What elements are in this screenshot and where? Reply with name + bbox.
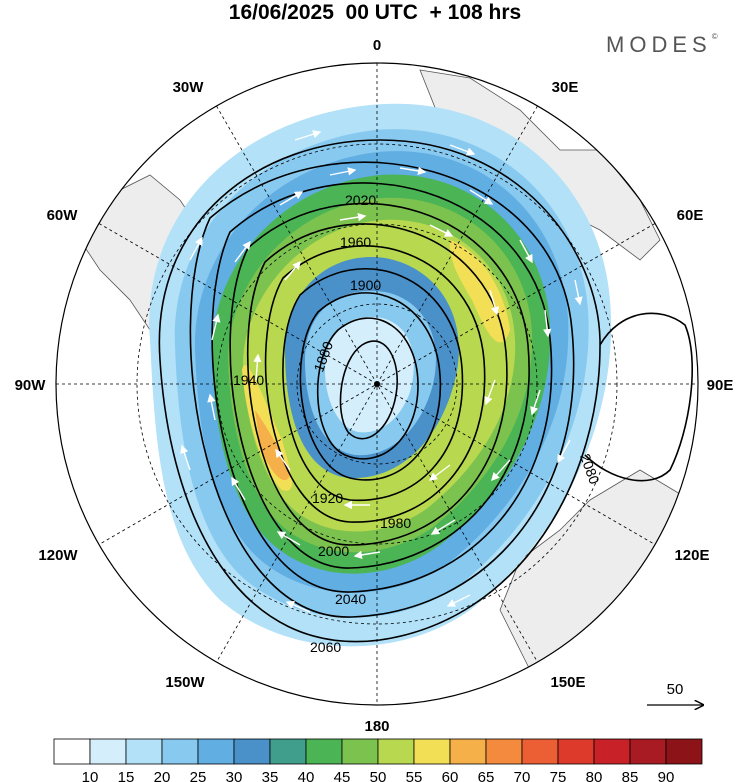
colorbar-tick-label: 20 bbox=[154, 769, 171, 782]
colorbar-swatch bbox=[305, 738, 343, 765]
colorbar-swatch bbox=[629, 738, 667, 765]
colorbar-swatch bbox=[125, 738, 163, 765]
colorbar-tick-label: 30 bbox=[226, 769, 243, 782]
contour-label-2040: 2040 bbox=[335, 591, 366, 607]
lon-label-150w: 150W bbox=[165, 674, 205, 691]
colorbar-tick-label: 90 bbox=[658, 769, 675, 782]
contour-label-1920: 1920 bbox=[312, 490, 343, 506]
lon-label-90e: 90E bbox=[707, 377, 734, 394]
colorbar-swatch bbox=[413, 738, 451, 765]
lon-label-90w: 90W bbox=[15, 377, 47, 394]
contour-label-1940: 1940 bbox=[233, 372, 264, 388]
colorbar-tick-label: 50 bbox=[370, 769, 387, 782]
brand-name: MODES bbox=[606, 32, 712, 57]
colorbar-tick-label: 40 bbox=[298, 769, 315, 782]
lon-label-0: 0 bbox=[373, 37, 381, 54]
lon-label-60w: 60W bbox=[47, 207, 79, 224]
contour-labels: 1880 1900 1920 1940 1960 1980 2000 2020 … bbox=[233, 192, 603, 655]
colorbar-tick-label: 15 bbox=[118, 769, 135, 782]
lon-label-120w: 120W bbox=[38, 547, 78, 564]
contour-label-1960: 1960 bbox=[340, 234, 371, 250]
map-area bbox=[56, 63, 698, 705]
lon-label-30w: 30W bbox=[173, 79, 205, 96]
colorbar-tick-label: 25 bbox=[190, 769, 207, 782]
map-title: 16/06/2025 00 UTC + 108 hrs bbox=[228, 1, 522, 24]
contour-label-2060: 2060 bbox=[310, 639, 341, 655]
colorbar-tick-label: 80 bbox=[586, 769, 603, 782]
colorbar-tick-label: 65 bbox=[478, 769, 495, 782]
colorbar-swatch bbox=[377, 738, 415, 765]
colorbar-swatch bbox=[557, 738, 595, 765]
colorbar-swatch bbox=[593, 738, 631, 765]
pole-marker bbox=[374, 381, 380, 387]
colorbar-swatch bbox=[665, 738, 703, 765]
colorbar-swatch bbox=[53, 738, 91, 765]
colorbar-swatch bbox=[269, 738, 307, 765]
longitude-labels: 0 30E 60E 90E 120E 150E 180 150W 120W 90… bbox=[15, 37, 734, 735]
contour-label-1900: 1900 bbox=[350, 277, 381, 293]
colorbar-tick-label: 75 bbox=[550, 769, 567, 782]
colorbar-swatch bbox=[341, 738, 379, 765]
colorbar-swatch bbox=[89, 738, 127, 765]
reference-vector-label: 50 bbox=[667, 681, 684, 698]
colorbar-tick-label: 70 bbox=[514, 769, 531, 782]
contour-label-1980: 1980 bbox=[380, 515, 411, 531]
reference-vector: 50 bbox=[647, 681, 703, 705]
colorbar-swatch bbox=[161, 738, 199, 765]
lon-label-180: 180 bbox=[364, 718, 389, 735]
lon-label-120e: 120E bbox=[674, 547, 709, 564]
contour-label-2020: 2020 bbox=[345, 192, 376, 208]
brand-logo: MODES© bbox=[606, 32, 718, 58]
colorbar-tick-label: 85 bbox=[622, 769, 639, 782]
colorbar-swatch bbox=[521, 738, 559, 765]
colorbar: 10 15 20 25 30 35 40 45 50 55 60 65 70 75 80 85 90 bbox=[53, 738, 703, 782]
map-boundary bbox=[55, 62, 699, 706]
height-contours bbox=[158, 139, 693, 643]
colorbar-tick-label: 10 bbox=[82, 769, 99, 782]
lon-label-30e: 30E bbox=[552, 79, 579, 96]
colorbar-tick-label: 35 bbox=[262, 769, 279, 782]
lon-label-60e: 60E bbox=[677, 207, 704, 224]
contour-label-2000: 2000 bbox=[318, 543, 349, 559]
colorbar-tick-label: 55 bbox=[406, 769, 423, 782]
lon-label-150e: 150E bbox=[550, 674, 585, 691]
wind-vectors bbox=[180, 130, 583, 613]
colorbar-swatch bbox=[197, 738, 235, 765]
copyright-mark: © bbox=[711, 32, 718, 41]
colorbar-swatch bbox=[233, 738, 271, 765]
colorbar-swatch bbox=[485, 738, 523, 765]
colorbar-swatch bbox=[449, 738, 487, 765]
colorbar-tick-label: 60 bbox=[442, 769, 459, 782]
colorbar-tick-label: 45 bbox=[334, 769, 351, 782]
